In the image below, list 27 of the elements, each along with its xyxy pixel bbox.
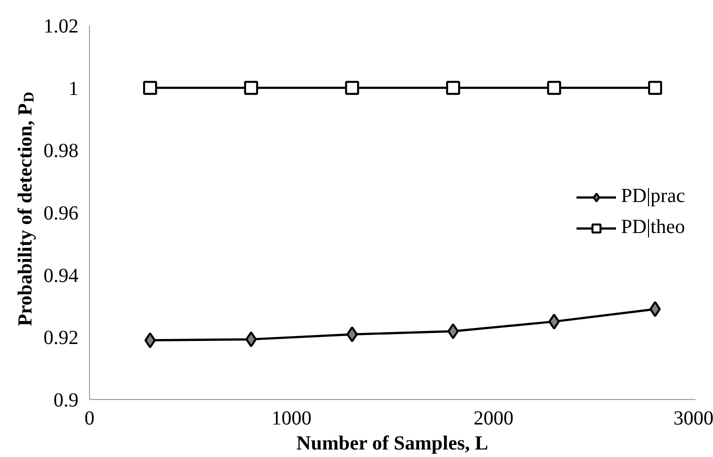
x-tick-label: 2000 [474,408,514,430]
point [648,80,662,95]
y-tick-label: 0.98 [44,140,78,162]
point [447,323,459,340]
legend-label: PD|theo [620,216,685,239]
point [547,80,562,95]
point [649,301,661,318]
point [345,80,360,95]
point [548,314,560,330]
x-axis-title: Number of Samples, L [296,432,488,454]
y-tick-label: 0.96 [44,202,78,224]
point [245,331,257,348]
y-axis-title: Probability of detection, PD [14,92,38,326]
point [346,326,358,342]
x-tick-label: 3000 [674,408,713,430]
y-tick-label: 0.92 [44,327,78,350]
point [144,332,156,348]
x-tick-label: 1000 [272,408,312,430]
y-tick-label: 0.94 [44,264,78,287]
y-tick-label: 1 [68,78,78,100]
x-tick-label: 0 [84,408,94,430]
point [143,80,158,95]
y-tick-label: 0.9 [54,390,78,412]
y-tick-label: 1.02 [44,16,78,38]
point [244,80,258,95]
point [446,80,460,95]
legend-label: PD|prac [620,185,685,208]
